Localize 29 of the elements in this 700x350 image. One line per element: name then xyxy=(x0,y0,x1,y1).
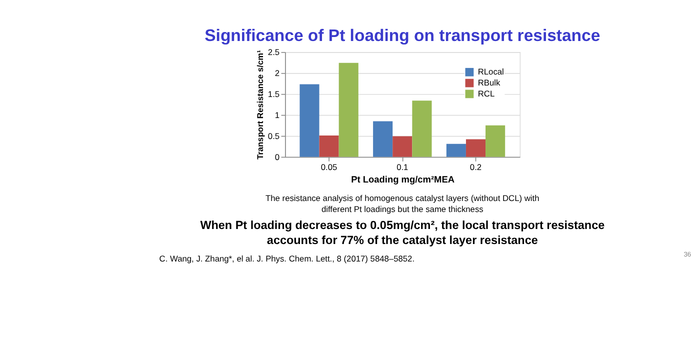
bar xyxy=(466,139,486,157)
bar xyxy=(412,100,432,157)
y-tick-label: 2 xyxy=(274,68,280,78)
x-tick-label: 0.05 xyxy=(320,162,338,172)
text: C. Wang, J. Zhang*, el al. J. Phys. Chem. Lett., 8 (2017) 5848–5852. xyxy=(159,254,415,264)
y-tick-label: 2.5 xyxy=(268,46,280,57)
x-tick-label: 0.2 xyxy=(470,162,482,172)
x-tick-label: 0.1 xyxy=(396,162,409,172)
y-axis-title: Transport Resistance s/cm¹ xyxy=(254,50,265,160)
y-tick-label: 0.5 xyxy=(268,130,280,141)
text: different Pt loadings but the same thickness xyxy=(321,204,484,214)
bar xyxy=(319,135,339,157)
text: When Pt loading decreases to 0.05mg/cm², the local transport resistance xyxy=(200,218,606,232)
bar xyxy=(338,62,358,157)
y-tick-label: 1.5 xyxy=(268,88,280,99)
legend-label: RCL xyxy=(478,88,495,98)
y-tick-label: 1 xyxy=(274,110,280,120)
bar xyxy=(392,136,412,157)
legend-label: RLocal xyxy=(478,66,504,77)
legend-label: RBulk xyxy=(478,78,501,88)
y-tick-label: 0 xyxy=(274,152,280,162)
chart-title: Significance of Pt loading on transport resistance xyxy=(204,26,600,46)
bar xyxy=(373,121,393,157)
text: The resistance analysis of homogenous catalyst layers (without DCL) with xyxy=(266,193,540,204)
bar xyxy=(486,125,506,157)
text: accounts for 77% of the catalyst layer resistance xyxy=(266,234,538,248)
bar xyxy=(446,144,466,157)
x-axis-title: Pt Loading mg/cm²MEA xyxy=(351,174,455,184)
bar xyxy=(300,84,320,157)
